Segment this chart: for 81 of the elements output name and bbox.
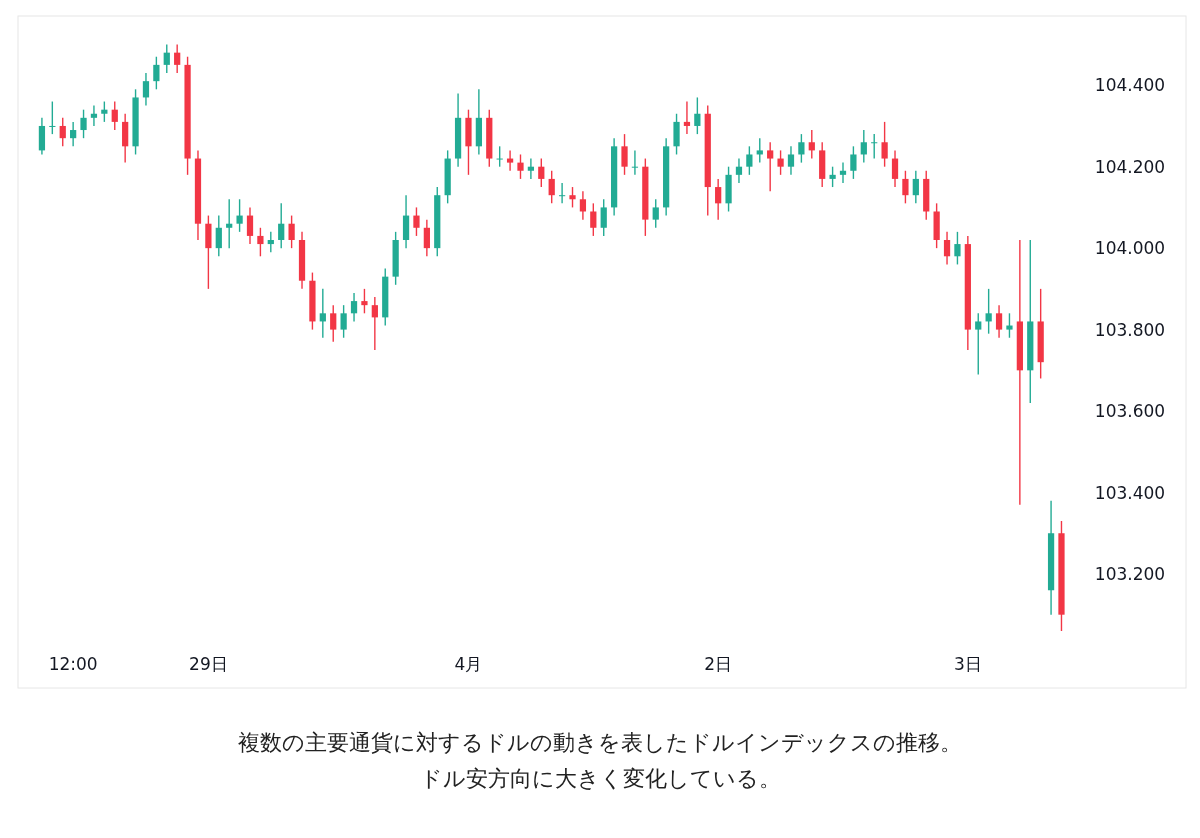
candlestick — [715, 178, 722, 221]
candlestick — [361, 288, 368, 315]
candlestick — [319, 288, 326, 339]
candlestick — [694, 96, 701, 135]
candlestick — [174, 43, 181, 74]
y-tick-label: 104.000 — [1094, 238, 1166, 259]
candlestick — [569, 186, 576, 209]
y-tick-label: 103.400 — [1094, 482, 1166, 503]
candlestick — [777, 149, 784, 176]
candlestick — [850, 145, 857, 180]
candlestick — [101, 100, 108, 123]
candlestick — [330, 304, 337, 343]
candlestick — [787, 145, 795, 176]
candlestick — [163, 43, 170, 74]
candlestick — [496, 145, 503, 168]
candlestick — [340, 304, 347, 339]
candlestick — [517, 153, 524, 180]
candlestick — [59, 117, 66, 148]
candlestick — [808, 129, 815, 160]
text: ドル安方向に大きく変化している。 — [419, 766, 781, 791]
candlestick — [153, 56, 160, 91]
candlestick — [1006, 312, 1013, 339]
candlestick — [350, 292, 358, 323]
candlestick — [90, 104, 98, 127]
y-tick-label: 104.400 — [1094, 75, 1166, 96]
y-tick-label: 104.200 — [1094, 156, 1166, 177]
candlestick — [257, 227, 264, 257]
candlestick — [756, 137, 763, 164]
candlestick — [871, 133, 878, 160]
candlestick — [267, 231, 274, 253]
candlestick — [735, 157, 743, 184]
candlestick — [236, 198, 243, 233]
candlestick — [902, 170, 909, 205]
candlestick — [683, 100, 691, 135]
candlestick — [839, 161, 847, 184]
x-tick-label: 3日 — [953, 654, 982, 674]
candlestick — [995, 304, 1003, 339]
candlestick — [631, 149, 639, 176]
candlestick — [70, 121, 77, 148]
x-tick-label: 4月 — [454, 654, 483, 674]
candlestick — [767, 141, 774, 192]
x-tick-label: 29日 — [189, 654, 228, 674]
candlestick — [527, 157, 535, 180]
candlestick — [590, 202, 597, 237]
candlestick — [288, 214, 295, 249]
y-tick-label: 103.800 — [1094, 319, 1166, 340]
x-tick-label: 2日 — [704, 654, 733, 674]
candlestick — [506, 149, 514, 172]
candlestick — [860, 129, 867, 164]
candlestick — [111, 100, 118, 131]
candlestick — [975, 312, 982, 376]
candlestick — [423, 218, 430, 257]
candlestick — [829, 165, 836, 188]
candlestick — [746, 145, 753, 176]
candlestick — [413, 206, 420, 237]
candlestick — [558, 182, 566, 205]
candlestick — [985, 288, 992, 335]
text: 複数の主要通貨に対するドルの動きを表したドルインデックスの推移。 — [238, 730, 962, 755]
candlestick — [881, 121, 888, 168]
candlestick — [215, 214, 222, 257]
y-tick-label: 103.600 — [1094, 401, 1166, 422]
candlestick — [652, 198, 659, 229]
candlestick — [943, 231, 951, 266]
candlestick — [142, 72, 150, 107]
candlestick — [49, 100, 56, 135]
candlestick — [891, 149, 899, 188]
y-tick-label: 103.200 — [1094, 563, 1166, 584]
candlestick — [548, 170, 555, 205]
candlestick — [579, 190, 587, 221]
candlestick — [80, 108, 87, 139]
candlestick — [621, 133, 628, 176]
candlestick — [798, 133, 805, 164]
candlestick — [226, 198, 233, 249]
x-tick-label: 12:00 — [48, 654, 98, 674]
candlestick — [954, 231, 961, 266]
candlestick — [538, 157, 545, 188]
candlestick — [371, 296, 378, 351]
candlestick — [246, 206, 254, 245]
candlestick — [600, 198, 607, 237]
candlestick — [278, 202, 285, 249]
candlestick — [912, 170, 919, 205]
